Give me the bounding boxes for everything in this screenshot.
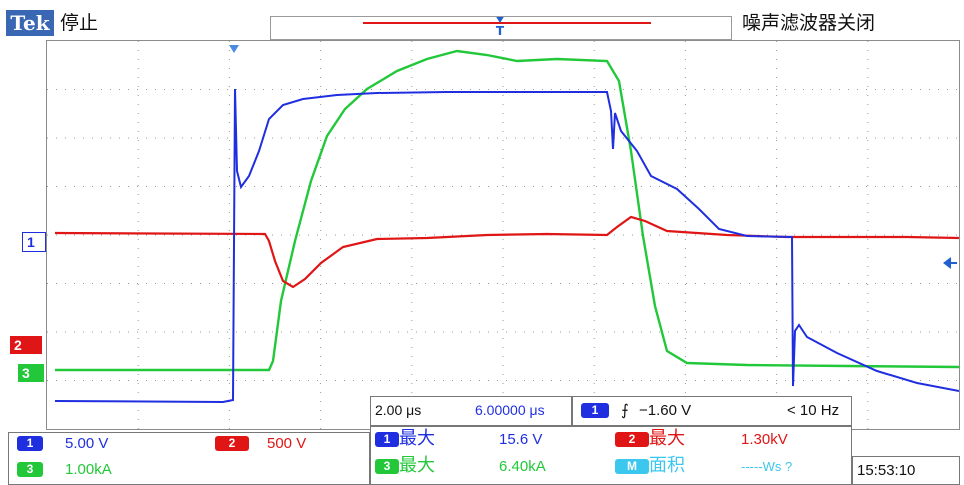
meas1-value: 15.6 V	[499, 431, 543, 448]
horizontal-scale: 2.00 μs	[375, 402, 422, 418]
ch1-badge: 1	[17, 436, 43, 451]
meas3-badge: 3	[375, 459, 399, 474]
meas1-badge: 1	[375, 432, 399, 447]
ch3-badge: 3	[17, 462, 43, 477]
trigger-position-icon: T	[495, 15, 505, 38]
trigger-level-value: −1.60 V	[639, 402, 692, 419]
ch3-waveform	[55, 49, 959, 372]
ch1-scale-value: 5.00 V	[65, 435, 109, 452]
ch1-waveform	[54, 88, 959, 404]
noise-filter-status: 噪声滤波器关闭	[742, 13, 876, 34]
channel-scale-box[interactable]: 1 5.00 V 2 500 V 3 1.00kA	[8, 432, 370, 485]
record-view-graphic: T	[363, 15, 651, 38]
horizontal-position: 6.00000 μs	[475, 402, 545, 418]
waveform-graticule	[47, 41, 959, 429]
top-status-bar: Tek 停止 T 噪声滤波器关闭	[0, 0, 964, 40]
trigger-time-icon	[229, 45, 239, 53]
ch2-marker-label: 2	[14, 337, 22, 353]
meas3-name: 最大	[399, 455, 435, 475]
meas2-value: 1.30kV	[741, 431, 788, 448]
trigger-slope-icon: ⨍	[621, 402, 629, 419]
waveform-display[interactable]	[46, 40, 960, 430]
ch2-waveform	[54, 215, 959, 289]
meas4-name: 面积	[649, 455, 685, 475]
ch2-ground-marker[interactable]: 2	[10, 336, 42, 354]
ch1-marker-label: 1	[27, 234, 35, 250]
trigger-frequency: < 10 Hz	[787, 402, 840, 419]
clock-time: 15:53:10	[857, 462, 916, 479]
meas4-badge: M	[615, 459, 649, 474]
meas2-badge: 2	[615, 432, 649, 447]
svg-text:T: T	[496, 24, 505, 38]
clock-box: 15:53:10	[852, 456, 960, 485]
ch3-ground-marker[interactable]: 3	[18, 364, 44, 382]
meas1-name: 最大	[399, 428, 435, 448]
acquisition-status: 停止	[60, 13, 99, 34]
meas3-value: 6.40kA	[499, 458, 546, 475]
ch3-marker-label: 3	[22, 365, 30, 381]
measurement-box[interactable]: 1 最大 15.6 V 2 最大 1.30kV 3 最大 6.40kA M 面积…	[370, 426, 852, 485]
meas4-value: -----Ws ?	[741, 459, 793, 474]
trigger-box[interactable]: 1 ⨍ −1.60 V < 10 Hz	[572, 396, 852, 426]
meas2-name: 最大	[649, 428, 685, 448]
timebase-box[interactable]: 2.00 μs 6.00000 μs	[370, 396, 572, 426]
tek-logo: Tek	[6, 10, 54, 36]
trigger-source-badge: 1	[581, 403, 609, 418]
ch2-scale-value: 500 V	[267, 435, 307, 452]
record-view-bar[interactable]: T	[270, 15, 732, 40]
ch1-ground-marker[interactable]: 1	[22, 232, 46, 252]
readout-panel: 1 5.00 V 2 500 V 3 1.00kA 2.00 μs 6.0000…	[0, 396, 964, 485]
ch2-badge: 2	[215, 436, 249, 451]
ch3-scale-value: 1.00kA	[65, 461, 112, 478]
